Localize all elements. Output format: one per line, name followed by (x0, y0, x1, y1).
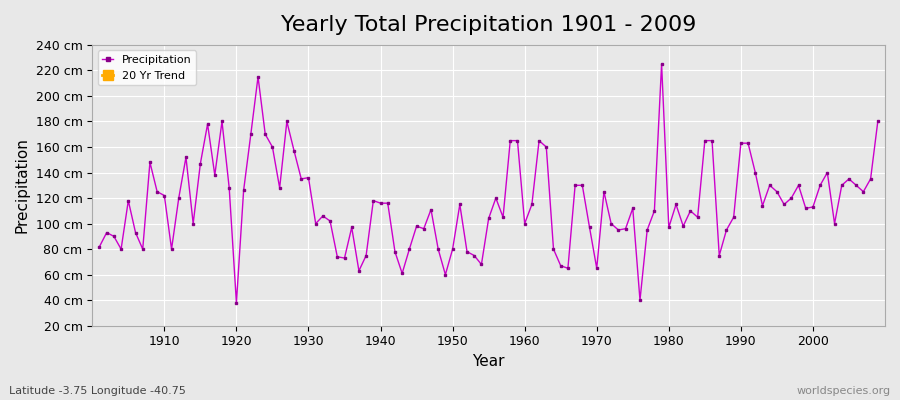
X-axis label: Year: Year (472, 354, 505, 369)
Precipitation (613, 228, 624, 232)
Legend: Precipitation, 20 Yr Trend: Precipitation, 20 Yr Trend (98, 50, 196, 85)
Y-axis label: Precipitation: Precipitation (15, 137, 30, 233)
Precipitation (152, 189, 163, 194)
Text: worldspecies.org: worldspecies.org (796, 386, 891, 396)
Precipitation (656, 62, 667, 66)
Precipitation (231, 300, 242, 305)
Title: Yearly Total Precipitation 1901 - 2009: Yearly Total Precipitation 1901 - 2009 (281, 15, 697, 35)
Precipitation (318, 214, 328, 218)
Precipitation (94, 244, 105, 249)
Text: Latitude -3.75 Longitude -40.75: Latitude -3.75 Longitude -40.75 (9, 386, 186, 396)
Precipitation (361, 253, 372, 258)
Precipitation (526, 202, 537, 207)
Precipitation (519, 221, 530, 226)
Precipitation (872, 119, 883, 124)
Line: Precipitation: Precipitation (98, 63, 879, 304)
